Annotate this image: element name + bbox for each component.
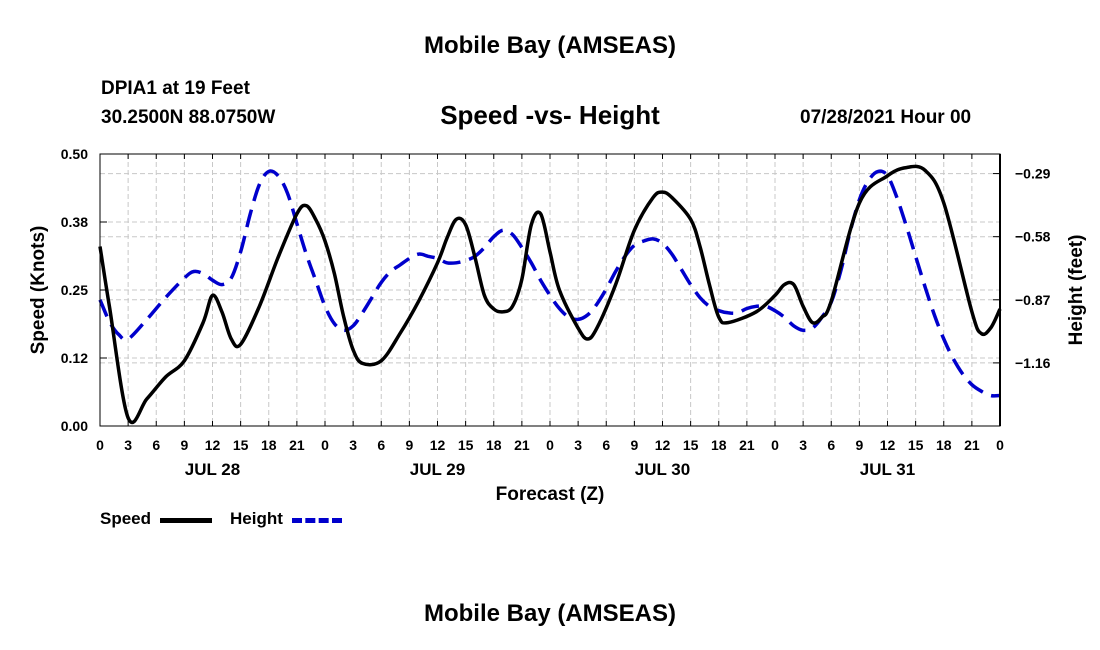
x-tick-label: 12 — [430, 437, 446, 453]
x-day-label: JUL 28 — [185, 460, 240, 479]
x-day-label: JUL 29 — [410, 460, 465, 479]
station-name: DPIA1 at 19 Feet — [101, 78, 250, 99]
x-tick-label: 15 — [233, 437, 249, 453]
grid-lines — [100, 154, 1000, 426]
y-tick-label-right: −0.87 — [1015, 292, 1051, 308]
station-coordinates: 30.2500N 88.0750W — [101, 107, 276, 128]
x-tick-label: 15 — [458, 437, 474, 453]
legend-speed-label: Speed — [100, 509, 152, 528]
x-day-label: JUL 31 — [860, 460, 915, 479]
y-tick-label-right: −0.58 — [1015, 229, 1051, 245]
chart-subtitle: Speed -vs- Height — [440, 100, 660, 130]
x-tick-label: 0 — [546, 437, 554, 453]
x-tick-label: 9 — [630, 437, 638, 453]
legend-height-label: Height — [230, 509, 283, 528]
y-tick-label-left: 0.38 — [61, 214, 88, 230]
x-tick-label: 9 — [855, 437, 863, 453]
y-axis-title-left: Speed (Knots) — [28, 226, 49, 355]
x-tick-label: 0 — [771, 437, 779, 453]
chart-footer-title: Mobile Bay (AMSEAS) — [423, 600, 677, 627]
y-tick-label-left: 0.25 — [61, 282, 88, 298]
x-tick-label: 9 — [180, 437, 188, 453]
x-tick-label: 6 — [152, 437, 160, 453]
y-tick-label-left: 0.50 — [61, 146, 88, 162]
x-tick-label: 6 — [827, 437, 835, 453]
x-tick-label: 3 — [574, 437, 582, 453]
y-tick-label-left: 0.12 — [61, 350, 88, 366]
x-tick-label: 3 — [124, 437, 132, 453]
x-tick-label: 15 — [908, 437, 924, 453]
x-tick-label: 9 — [405, 437, 413, 453]
y-axis-title-right: Height (feet) — [1066, 235, 1087, 346]
y-tick-label-right: −1.16 — [1015, 355, 1051, 371]
x-tick-label: 3 — [349, 437, 357, 453]
x-axis-title: Forecast (Z) — [496, 484, 605, 505]
x-day-label: JUL 30 — [635, 460, 690, 479]
y-tick-label-right: −0.29 — [1015, 166, 1051, 182]
x-tick-label: 6 — [602, 437, 610, 453]
x-tick-label: 6 — [377, 437, 385, 453]
x-tick-label: 21 — [289, 437, 305, 453]
series-lines — [98, 164, 1002, 425]
x-tick-label: 0 — [996, 437, 1004, 453]
x-tick-label: 0 — [96, 437, 104, 453]
x-tick-label: 12 — [880, 437, 896, 453]
axis-labels: 0 3 6 9 12 15 18 21 0 3 6 9 12 15 18 21 0 3 6 9 12 15 18 21 0 3 6 9… — [61, 146, 1051, 479]
x-tick-label: 18 — [936, 437, 952, 453]
x-tick-label: 21 — [739, 437, 755, 453]
x-tick-label: 3 — [799, 437, 807, 453]
x-tick-label: 21 — [964, 437, 980, 453]
x-tick-label: 18 — [711, 437, 727, 453]
chart-main-title: Mobile Bay (AMSEAS) — [423, 32, 677, 59]
x-tick-label: 21 — [514, 437, 530, 453]
x-tick-label: 18 — [486, 437, 502, 453]
x-tick-label: 0 — [321, 437, 329, 453]
x-tick-label: 15 — [683, 437, 699, 453]
x-tick-label: 12 — [205, 437, 221, 453]
y-tick-label-left: 0.00 — [61, 418, 88, 434]
x-tick-label: 18 — [261, 437, 277, 453]
axis-ticks — [99, 153, 1001, 427]
legend-speed-swatch — [160, 518, 212, 523]
forecast-timestamp: 07/28/2021 Hour 00 — [800, 107, 972, 128]
speed-series-line — [98, 164, 1002, 425]
legend-height-swatch — [292, 518, 342, 523]
x-tick-label: 12 — [655, 437, 671, 453]
